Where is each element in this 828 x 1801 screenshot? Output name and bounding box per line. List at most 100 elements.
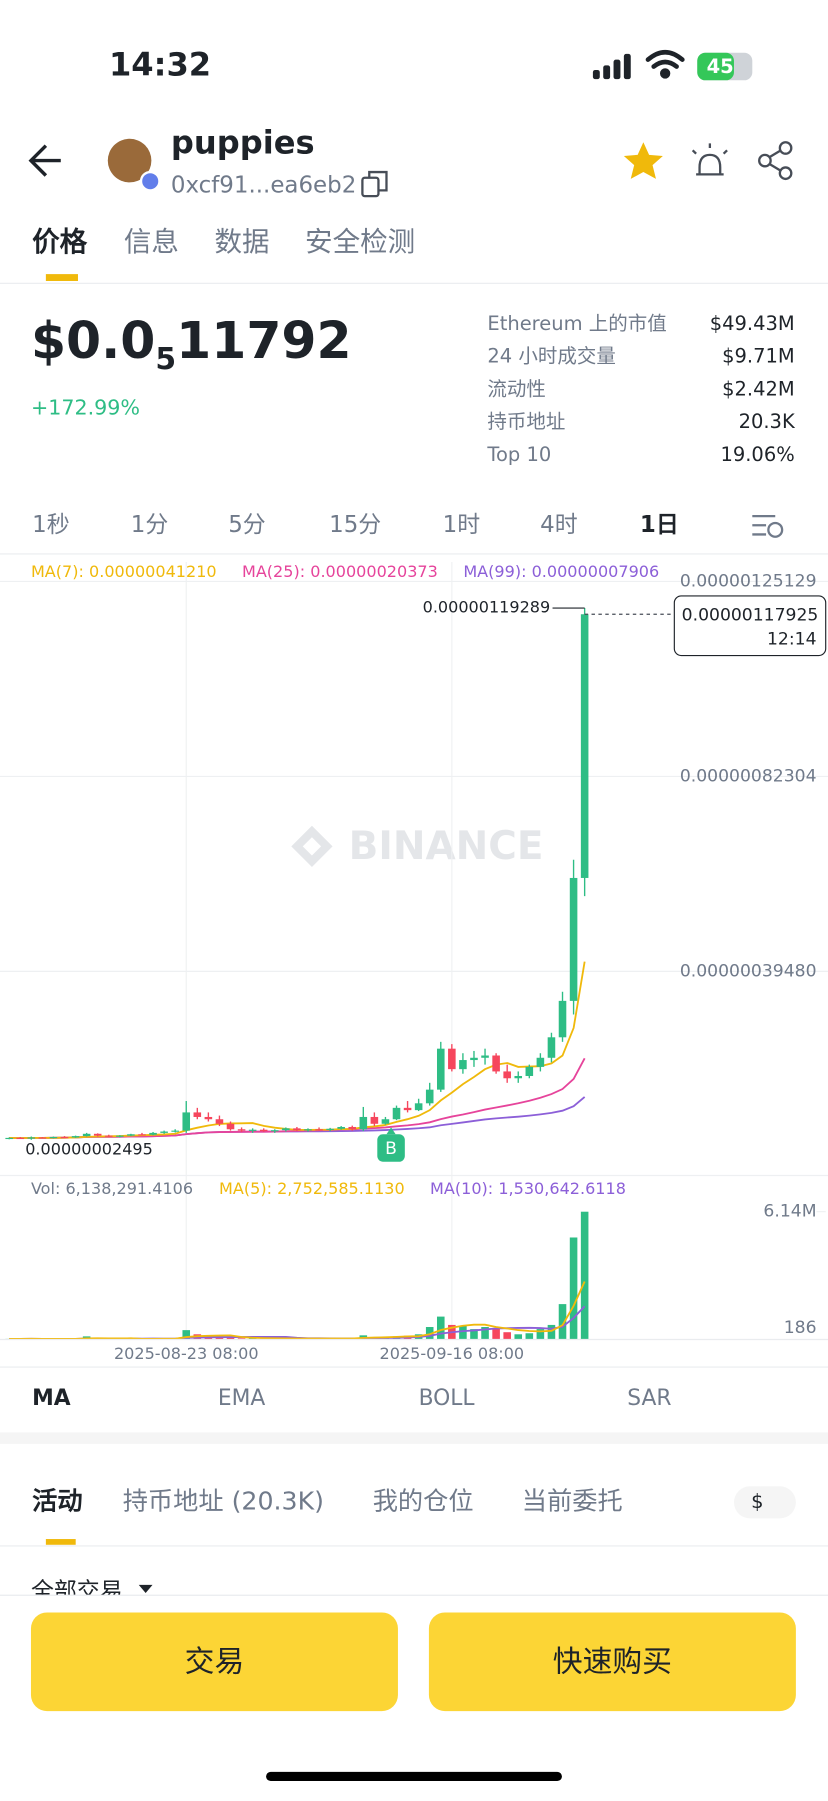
currency: $ bbox=[751, 1490, 763, 1513]
candle-body bbox=[525, 1066, 534, 1076]
price-change: +172.99% bbox=[31, 395, 140, 419]
candle-body bbox=[370, 1116, 379, 1124]
candle-body bbox=[580, 614, 589, 878]
candle-body bbox=[182, 1112, 191, 1131]
back-button[interactable] bbox=[28, 144, 61, 177]
favorite-button[interactable] bbox=[623, 142, 663, 179]
candle-body bbox=[547, 1037, 556, 1058]
trade-marker bbox=[377, 1134, 405, 1162]
candle-body bbox=[326, 1128, 334, 1130]
stat-value: $49.43M bbox=[710, 312, 795, 335]
tab[interactable]: 数据 bbox=[214, 226, 269, 258]
activity-tab[interactable]: 持币地址 (20.3K) bbox=[123, 1486, 324, 1515]
candle-body bbox=[514, 1075, 523, 1079]
volume-bar bbox=[182, 1330, 191, 1340]
candle-body bbox=[104, 1135, 113, 1137]
battery-level bbox=[697, 52, 734, 81]
candle-body bbox=[138, 1134, 146, 1136]
candle-body bbox=[348, 1126, 357, 1130]
volume-ma-line bbox=[9, 1281, 586, 1340]
y-tick-label: 0.00000125129 bbox=[680, 571, 817, 591]
candle-body bbox=[403, 1107, 412, 1111]
candle-body bbox=[481, 1055, 489, 1058]
activity-tab[interactable]: 当前委托 bbox=[522, 1486, 623, 1515]
indicator[interactable]: MA bbox=[32, 1386, 71, 1411]
y-tick-label: 0.00000039480 bbox=[680, 961, 817, 981]
high-label: 0.00000119289 bbox=[423, 598, 551, 617]
trade-marker-label: B bbox=[385, 1139, 397, 1159]
candle-body bbox=[193, 1112, 202, 1117]
stat-value: 19.06% bbox=[720, 443, 794, 466]
volume-bar bbox=[436, 1316, 445, 1340]
interval[interactable]: 1日 bbox=[640, 512, 679, 538]
candle-body bbox=[5, 1137, 13, 1140]
stat-label: 流动性 bbox=[487, 377, 545, 400]
tab-indicator bbox=[45, 274, 78, 281]
interval[interactable]: 1秒 bbox=[32, 512, 70, 538]
price-zeros: 5 bbox=[155, 342, 176, 377]
stat-label: 24 小时成交量 bbox=[487, 345, 615, 368]
x-tick-label: 2025-09-16 08:00 bbox=[380, 1344, 525, 1363]
candle-body bbox=[127, 1134, 135, 1136]
tab-indicator bbox=[45, 1539, 76, 1545]
candle-body bbox=[82, 1133, 91, 1137]
volume-bar bbox=[215, 1337, 224, 1340]
activity-tab[interactable]: 活动 bbox=[32, 1486, 82, 1515]
candle-body bbox=[448, 1048, 456, 1070]
indicator[interactable]: EMA bbox=[218, 1386, 266, 1411]
chart: BINANCE 2025-08-23 08:00 2025-09-16 08:00… bbox=[0, 562, 828, 1363]
tab[interactable]: 价格 bbox=[32, 226, 88, 258]
home-indicator bbox=[266, 1771, 562, 1782]
alert-button[interactable] bbox=[691, 143, 728, 176]
candle-body bbox=[536, 1057, 545, 1067]
share-button[interactable] bbox=[758, 141, 793, 181]
volume-bar bbox=[492, 1328, 500, 1340]
wifi-icon bbox=[645, 49, 685, 79]
tab[interactable]: 信息 bbox=[124, 226, 179, 258]
volume-tick-label: 186 bbox=[784, 1318, 817, 1338]
candle-body bbox=[459, 1060, 467, 1070]
interval[interactable]: 5分 bbox=[228, 512, 266, 538]
volume-bar bbox=[514, 1334, 523, 1340]
volume-bar bbox=[204, 1337, 213, 1340]
stat-value: 20.3K bbox=[739, 410, 796, 433]
interval[interactable]: 1时 bbox=[443, 512, 481, 538]
candle-body bbox=[204, 1116, 213, 1120]
activity-tab[interactable]: 我的仓位 bbox=[373, 1486, 474, 1515]
candle-body bbox=[293, 1128, 301, 1131]
interval[interactable]: 4时 bbox=[540, 512, 578, 538]
clock: 14:32 bbox=[109, 46, 211, 84]
volume-legend: MA(5): 2,752,585.1130 bbox=[219, 1179, 405, 1198]
candle-body bbox=[38, 1137, 47, 1139]
candle-body bbox=[425, 1089, 434, 1104]
low-label: 0.00000002495 bbox=[25, 1140, 153, 1159]
signal-icon bbox=[592, 53, 631, 80]
candle-body bbox=[49, 1136, 58, 1139]
candle-body bbox=[282, 1128, 290, 1131]
volume-bar bbox=[569, 1237, 578, 1340]
tab[interactable]: 安全检测 bbox=[305, 226, 415, 258]
watermark: BINANCE bbox=[291, 824, 544, 869]
currency-toggle[interactable] bbox=[733, 1486, 796, 1519]
candle-body bbox=[492, 1055, 500, 1072]
chart-settings[interactable] bbox=[752, 514, 784, 538]
quick-buy-button[interactable] bbox=[428, 1612, 796, 1712]
indicator[interactable]: SAR bbox=[627, 1386, 671, 1411]
volume-bar bbox=[237, 1338, 246, 1340]
x-tick-label: 2025-08-23 08:00 bbox=[114, 1344, 259, 1363]
candle-body bbox=[315, 1129, 323, 1131]
trade-button[interactable] bbox=[30, 1612, 398, 1712]
candle-body bbox=[436, 1048, 445, 1090]
trade-marker-tip bbox=[386, 1127, 396, 1135]
interval[interactable]: 1分 bbox=[131, 512, 169, 538]
copy-button[interactable] bbox=[361, 170, 388, 198]
interval[interactable]: 15分 bbox=[329, 512, 381, 538]
volume-bar bbox=[547, 1324, 556, 1340]
volume-bar bbox=[580, 1211, 589, 1340]
candle-body bbox=[414, 1103, 423, 1111]
indicator[interactable]: BOLL bbox=[419, 1386, 476, 1411]
y-tick-label: 0.00000082304 bbox=[680, 766, 817, 786]
candle-body bbox=[171, 1130, 179, 1132]
candle-body bbox=[215, 1119, 224, 1124]
